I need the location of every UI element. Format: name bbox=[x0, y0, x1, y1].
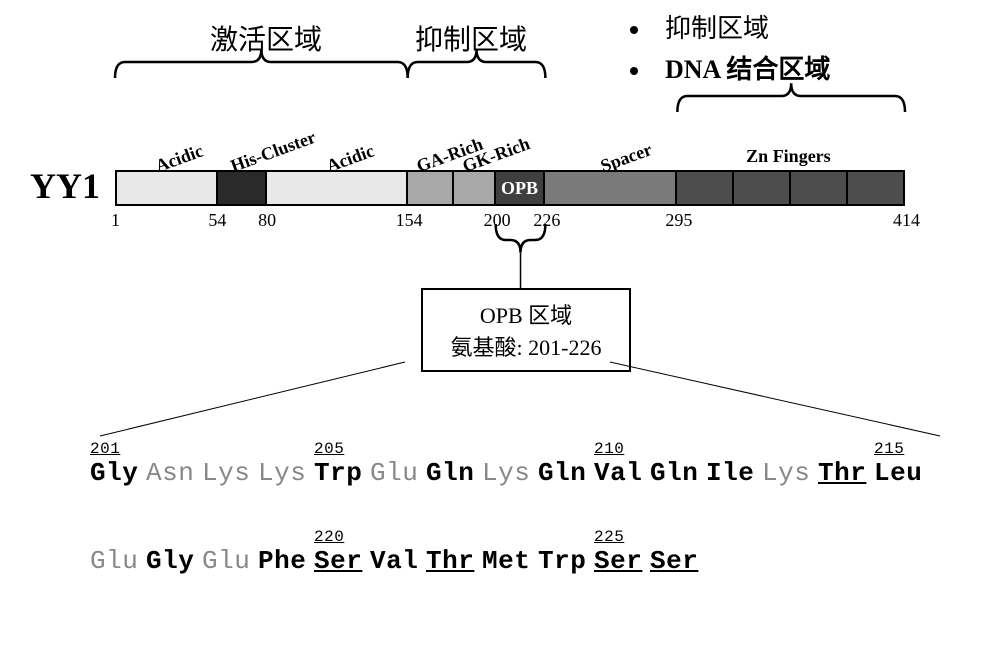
pos-marker-205: 205 bbox=[314, 440, 344, 458]
aa-206: Glu bbox=[370, 458, 426, 488]
aa-207: Gln bbox=[426, 458, 482, 488]
domain-ga-rich bbox=[408, 172, 454, 204]
aa-201: Gly bbox=[90, 458, 146, 488]
aa-215: Leu bbox=[874, 458, 930, 488]
domain-zn4 bbox=[848, 172, 903, 204]
tick-200: 200 bbox=[484, 210, 511, 231]
domain-opb: OPB bbox=[496, 172, 545, 204]
tick-295: 295 bbox=[665, 210, 692, 231]
brace-repression bbox=[408, 49, 546, 78]
aa-224: Trp bbox=[538, 546, 594, 576]
aa-208: Lys bbox=[482, 458, 538, 488]
pos-marker-225: 225 bbox=[594, 528, 624, 546]
aa-218: Glu bbox=[202, 546, 258, 576]
aa-212: Ile bbox=[706, 458, 762, 488]
aa-210: Val bbox=[594, 458, 650, 488]
pos-marker-220: 220 bbox=[314, 528, 344, 546]
aa-220: Ser bbox=[314, 546, 370, 576]
domain-his-cluster bbox=[218, 172, 267, 204]
aa-221: Val bbox=[370, 546, 426, 576]
aa-209: Gln bbox=[538, 458, 594, 488]
domain-acidic2 bbox=[267, 172, 408, 204]
sequence-row: GluGlyGluPheSerValThrMetTrpSerSer bbox=[90, 546, 950, 576]
opb-connector bbox=[0, 350, 1000, 440]
pos-marker-201: 201 bbox=[90, 440, 120, 458]
aa-204: Lys bbox=[258, 458, 314, 488]
domain-zn2 bbox=[734, 172, 791, 204]
aa-213: Lys bbox=[762, 458, 818, 488]
brace-activation bbox=[115, 49, 408, 78]
tick-414: 414 bbox=[893, 210, 920, 231]
opb-box-line1: OPB 区域 bbox=[451, 298, 602, 330]
aa-202: Asn bbox=[146, 458, 202, 488]
protein-name: YY1 bbox=[30, 165, 100, 207]
aa-219: Phe bbox=[258, 546, 314, 576]
domain-zn3 bbox=[791, 172, 848, 204]
aa-205: Trp bbox=[314, 458, 370, 488]
tick-54: 54 bbox=[208, 210, 226, 231]
tick-80: 80 bbox=[258, 210, 276, 231]
aa-222: Thr bbox=[426, 546, 482, 576]
aa-223: Met bbox=[482, 546, 538, 576]
aa-217: Gly bbox=[146, 546, 202, 576]
aa-211: Gln bbox=[650, 458, 706, 488]
aa-226: Ser bbox=[650, 546, 706, 576]
domain-spacer bbox=[545, 172, 676, 204]
domain-gk-rich bbox=[454, 172, 496, 204]
sequence-area: 201205210215GlyAsnLysLysTrpGluGlnLysGlnV… bbox=[90, 440, 950, 576]
aa-225: Ser bbox=[594, 546, 650, 576]
aa-203: Lys bbox=[202, 458, 258, 488]
tick-1: 1 bbox=[111, 210, 120, 231]
aa-214: Thr bbox=[818, 458, 874, 488]
sequence-row: GlyAsnLysLysTrpGluGlnLysGlnValGlnIleLysT… bbox=[90, 458, 950, 488]
domain-zn1 bbox=[677, 172, 734, 204]
tick-154: 154 bbox=[396, 210, 423, 231]
pos-marker-215: 215 bbox=[874, 440, 904, 458]
zn-fingers-label: Zn Fingers bbox=[746, 146, 831, 167]
tick-226: 226 bbox=[533, 210, 560, 231]
pos-marker-210: 210 bbox=[594, 440, 624, 458]
domain-acidic bbox=[117, 172, 218, 204]
aa-216: Glu bbox=[90, 546, 146, 576]
brace-right bbox=[677, 83, 905, 112]
